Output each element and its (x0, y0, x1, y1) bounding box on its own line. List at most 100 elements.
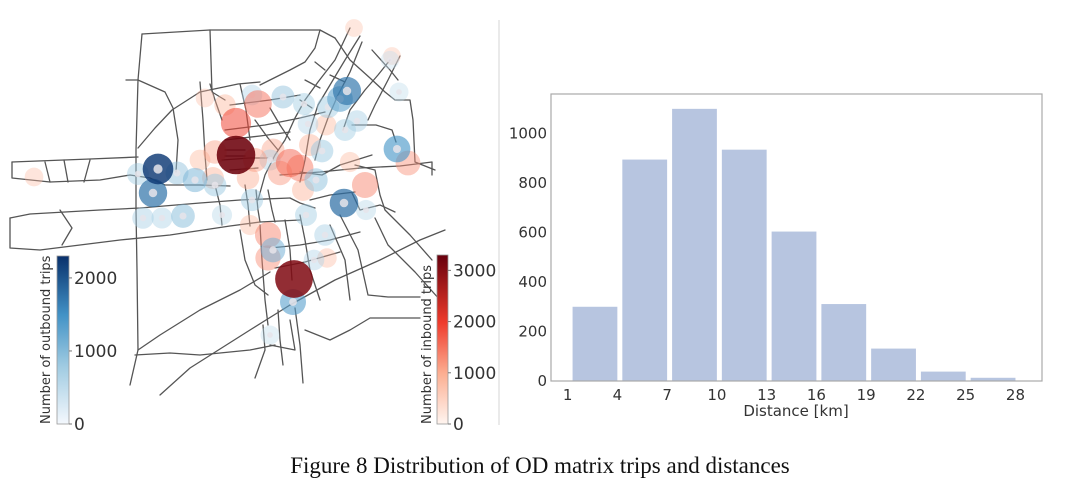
road (269, 319, 296, 351)
colorbar-tick-label: 0 (74, 415, 85, 435)
outbound-trip-marker (314, 224, 336, 246)
outbound-ring-center (341, 126, 349, 134)
outbound-trip-marker (171, 204, 195, 228)
outbound-ring-center (173, 169, 181, 177)
outbound-ring-center (158, 214, 166, 222)
road (299, 35, 361, 183)
trip-bubbles (24, 19, 421, 345)
distance-histogram: 1 4 7 10 13 16 19 22 25 28 0 200 400 600 800 1000 Dist… (509, 93, 1043, 420)
inbound-trip-marker (351, 171, 379, 199)
outbound-ring-center (304, 120, 312, 128)
outbound-trip-marker (383, 135, 411, 163)
outbound-trip-marker (260, 325, 280, 345)
outbound-trip-marker (297, 113, 319, 135)
road (209, 83, 223, 121)
x-tick-label: 22 (906, 386, 925, 404)
y-tick-label: 200 (518, 323, 547, 341)
outbound-ring-center (289, 298, 297, 306)
outbound-ring-center (312, 176, 320, 184)
histogram-bar (572, 306, 618, 381)
x-tick-label: 25 (956, 386, 975, 404)
outbound-trip-marker (332, 76, 362, 106)
outbound-ring-center (139, 214, 147, 222)
outbound-trip-marker (346, 110, 368, 132)
road (137, 81, 261, 149)
colorbar-tick-label: 2000 (74, 269, 117, 289)
road (137, 271, 271, 351)
inbound-trip-marker (24, 167, 44, 187)
histogram-bar (721, 149, 767, 381)
histogram-bar (672, 108, 717, 382)
inbound-trip-marker (244, 90, 272, 118)
inbound-trip-marker (345, 19, 363, 37)
road (367, 55, 401, 121)
plot-frame (550, 93, 1043, 382)
outbound-trip-marker (138, 178, 168, 208)
histogram-bar (970, 377, 1016, 381)
inbound-trip-marker (239, 214, 261, 236)
road (289, 197, 316, 209)
outbound-trip-marker (310, 139, 334, 163)
y-tick-label: 1000 (509, 125, 547, 143)
road (259, 224, 269, 326)
x-axis-label: Distance [km] (743, 402, 848, 420)
outbound-ring-center (266, 156, 274, 164)
inbound-colorbar-label: Number of inbound trips (420, 265, 435, 424)
histogram-bars (572, 108, 1016, 382)
road (254, 324, 266, 379)
outbound-trip-marker (151, 207, 173, 229)
road (254, 119, 279, 151)
road (257, 27, 351, 201)
colorbar-tick-label: 1000 (74, 342, 117, 362)
x-tick-label: 19 (857, 386, 876, 404)
road (125, 79, 179, 173)
outbound-trip-marker (380, 50, 400, 70)
road (277, 309, 284, 366)
x-tick-label: 4 (613, 386, 623, 404)
inbound-colorbar-fill (436, 254, 449, 425)
road (255, 189, 261, 223)
inbound-trip-marker (216, 135, 256, 175)
outbound-trip-marker (293, 93, 315, 115)
inbound-trip-marker (202, 167, 224, 189)
outbound-trip-marker (334, 119, 356, 141)
colorbar-tick-label: 0 (453, 415, 464, 435)
road (294, 307, 304, 384)
outbound-ring-center (179, 212, 187, 220)
outbound-ring-center (387, 57, 393, 63)
outbound-trip-marker (329, 188, 359, 218)
road (59, 209, 73, 246)
road (304, 317, 421, 341)
od-map-panel: 0 1000 2000 Number of outbound trips 0 1000… (9, 19, 496, 435)
road-network (9, 27, 446, 396)
outbound-trip-marker (132, 207, 154, 229)
outbound-ring-center (248, 196, 256, 204)
x-tick-label: 1 (563, 386, 573, 404)
outbound-ring-center (321, 231, 329, 239)
x-tick-label: 16 (807, 386, 826, 404)
road (9, 197, 291, 219)
road (269, 231, 361, 249)
y-axis-ticks: 0 200 400 600 800 1000 (509, 125, 547, 390)
inbound-colorbar-ticks: 0 1000 2000 3000 (448, 261, 496, 435)
y-tick-label: 800 (518, 174, 547, 192)
road (44, 161, 51, 183)
road (374, 217, 441, 301)
outbound-ring-center (396, 89, 402, 95)
road (354, 164, 433, 261)
inbound-trip-marker (189, 149, 211, 171)
outbound-ring-center (279, 93, 287, 101)
outbound-ring-center (300, 100, 308, 108)
outbound-trip-marker (271, 85, 295, 109)
outbound-ring-center (392, 144, 402, 154)
road (141, 29, 336, 39)
road (314, 61, 326, 71)
histogram-bar (871, 348, 916, 381)
outbound-ring-center (148, 188, 158, 198)
figure-caption: Figure 8 Distribution of OD matrix trips… (290, 453, 790, 478)
inbound-trip-marker (275, 148, 305, 178)
outbound-trip-marker (260, 237, 286, 263)
colorbar-tick-label: 1000 (453, 364, 496, 384)
road (244, 184, 251, 227)
